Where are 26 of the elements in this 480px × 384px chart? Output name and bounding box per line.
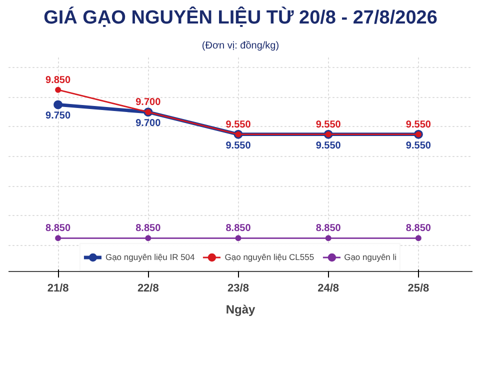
chart-title: GIÁ GẠO NGUYÊN LIỆU TỪ 20/8 - 27/8/2026	[44, 6, 438, 28]
data-label: 8.850	[406, 223, 432, 234]
data-label: 9.550	[316, 119, 342, 130]
data-label: 9.550	[406, 140, 432, 152]
x-tick-label: 22/8	[137, 282, 159, 294]
data-label: 8.850	[46, 223, 72, 234]
x-tick-label: 21/8	[47, 282, 69, 294]
legend-label: Gạo nguyên li	[344, 252, 397, 262]
data-label: 9.850	[46, 74, 72, 86]
data-label: 9.700	[136, 118, 162, 130]
x-tick-label: 23/8	[228, 282, 249, 294]
data-label: 9.550	[226, 140, 252, 152]
data-label: 9.550	[316, 140, 342, 152]
data-label: 8.850	[316, 223, 342, 234]
x-axis-title: Ngày	[226, 302, 256, 316]
data-label: 8.850	[226, 223, 252, 234]
legend-label: Gạo nguyên liệu IR 504	[105, 252, 195, 262]
data-label: 9.550	[406, 119, 432, 130]
data-label: 9.550	[226, 119, 252, 130]
legend-label: Gạo nguyên liệu CL555	[224, 252, 314, 262]
data-label: 9.700	[136, 97, 162, 108]
data-label: 8.850	[136, 223, 162, 234]
x-tick-label: 25/8	[408, 282, 430, 294]
data-label: 9.750	[46, 110, 72, 122]
x-tick-label: 24/8	[318, 282, 340, 294]
chart-subtitle: (Đơn vị: đồng/kg)	[202, 40, 280, 52]
